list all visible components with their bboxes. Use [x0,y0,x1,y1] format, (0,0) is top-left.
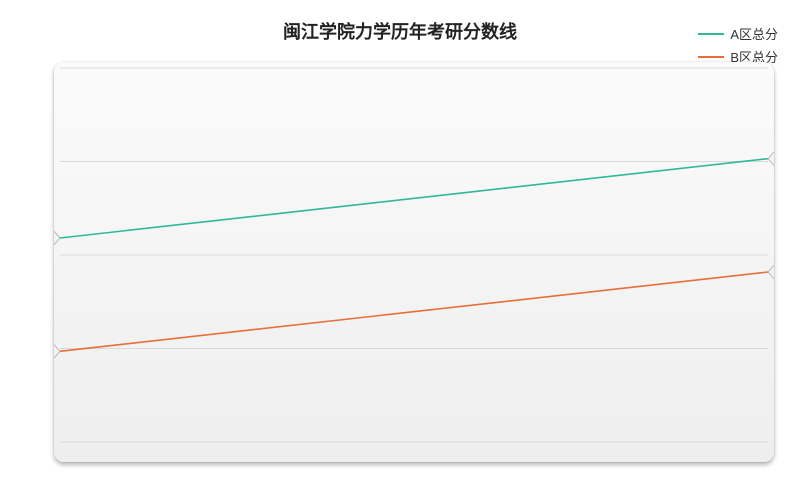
plot-svg: 235243.25251.5259.75268 2021年2022年 25326… [54,62,774,462]
legend-swatch-a [698,33,724,35]
plot-area: 235243.25251.5259.75268 2021年2022年 25326… [54,62,774,462]
chart-container: 闽江学院力学历年考研分数线 A区总分 B区总分 235243.25251.525… [0,0,800,500]
legend-swatch-b [698,56,724,58]
chart-title: 闽江学院力学历年考研分数线 [0,18,800,44]
legend-label-a: A区总分 [730,24,778,43]
legend-item-a: A区总分 [698,24,778,43]
plot-background [54,62,774,462]
